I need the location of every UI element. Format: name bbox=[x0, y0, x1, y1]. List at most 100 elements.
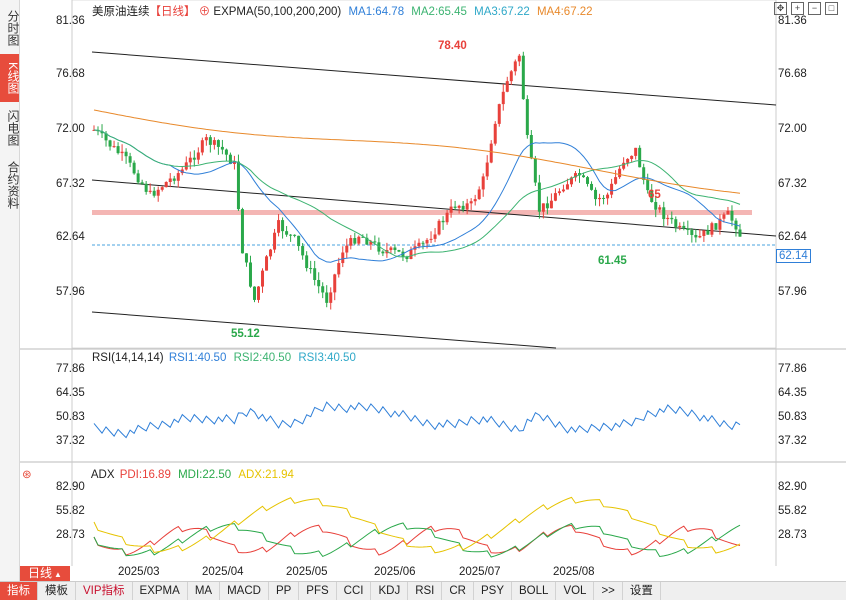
candle-body bbox=[261, 270, 265, 287]
candle-body bbox=[561, 189, 565, 192]
candle-body bbox=[541, 203, 545, 212]
candle-body bbox=[240, 209, 244, 254]
chart-toolbar: ✥ + − □ bbox=[774, 2, 838, 15]
ma-tab[interactable]: MA bbox=[188, 582, 221, 600]
expand-triangle-icon: ▲ bbox=[54, 570, 62, 579]
tab-flash-chart[interactable]: 闪电图 bbox=[6, 110, 20, 146]
candle-body bbox=[297, 235, 301, 247]
candle-body bbox=[642, 167, 646, 180]
candle-body bbox=[521, 55, 525, 100]
candle-body bbox=[565, 184, 569, 190]
rsi1-value: RSI1:40.50 bbox=[168, 352, 227, 364]
y-tick-right: 62.64 bbox=[778, 231, 807, 243]
cci-tab[interactable]: CCI bbox=[337, 582, 372, 600]
pp-tab[interactable]: PP bbox=[269, 582, 300, 600]
y-tick-left: 57.96 bbox=[56, 286, 85, 298]
rsi-tab[interactable]: RSI bbox=[408, 582, 443, 600]
rsi-y-tick: 64.35 bbox=[56, 387, 85, 399]
y-tick-right: 76.68 bbox=[778, 68, 807, 80]
date-label: 2025/03 bbox=[118, 566, 160, 578]
candle-body bbox=[345, 245, 349, 253]
candle-body bbox=[212, 140, 216, 145]
tab-kline[interactable]: K线图 bbox=[0, 54, 20, 102]
vip-indicator-tab[interactable]: VIP指标 bbox=[76, 582, 133, 600]
candle-body bbox=[120, 151, 124, 154]
candle-body bbox=[501, 91, 505, 105]
candle-body bbox=[573, 173, 577, 178]
high-annotation: 78.40 bbox=[438, 40, 467, 52]
y-tick-left: 81.36 bbox=[56, 15, 85, 27]
rsi-y-tick-right: 64.35 bbox=[778, 387, 807, 399]
crosshair-icon[interactable]: ⊛ bbox=[22, 469, 32, 481]
candle-body bbox=[630, 155, 634, 159]
level-annotation: 65 bbox=[648, 189, 661, 201]
candle-body bbox=[200, 140, 204, 153]
candle-body bbox=[204, 137, 208, 141]
candle-body bbox=[305, 255, 309, 269]
rsi-legend: RSI(14,14,14) RSI1:40.50 RSI2:40.50 RSI3… bbox=[92, 352, 356, 364]
current-price-tag: 62.14 bbox=[776, 249, 811, 263]
ma2-value: MA2:65.45 bbox=[411, 6, 467, 18]
candle-body bbox=[333, 274, 337, 293]
candle-body bbox=[433, 234, 437, 239]
zoom-out-icon[interactable]: − bbox=[808, 2, 821, 15]
settings-circle-icon[interactable]: ⊕ bbox=[198, 6, 211, 18]
macd-tab[interactable]: MACD bbox=[220, 582, 269, 600]
kdj-tab[interactable]: KDJ bbox=[371, 582, 409, 600]
boll-tab[interactable]: BOLL bbox=[512, 582, 557, 600]
candle-body bbox=[517, 55, 521, 62]
candle-body bbox=[160, 187, 164, 190]
candle-body bbox=[662, 207, 666, 220]
candle-body bbox=[485, 162, 489, 177]
candle-body bbox=[329, 292, 333, 303]
candle-body bbox=[678, 225, 682, 228]
candle-body bbox=[369, 241, 373, 245]
y-tick-right: 72.00 bbox=[778, 123, 807, 135]
date-axis: 2025/03 2025/04 2025/05 2025/06 2025/07 … bbox=[20, 566, 846, 581]
tab-contract-info[interactable]: 合约资料 bbox=[6, 161, 20, 209]
candle-body bbox=[730, 210, 734, 221]
y-tick-left: 76.68 bbox=[56, 68, 85, 80]
chart-canvas[interactable] bbox=[20, 0, 846, 566]
settings-tab[interactable]: 设置 bbox=[623, 582, 661, 600]
candle-body bbox=[437, 220, 441, 235]
period-button[interactable]: 日线 ▲ bbox=[20, 566, 70, 581]
mdi-value: MDI:22.50 bbox=[178, 469, 232, 481]
cr-tab[interactable]: CR bbox=[442, 582, 474, 600]
tab-timeshare[interactable]: 分时图 bbox=[6, 10, 20, 46]
ma1-value: MA1:64.78 bbox=[348, 6, 405, 18]
move-icon[interactable]: ✥ bbox=[774, 2, 787, 15]
pfs-tab[interactable]: PFS bbox=[299, 582, 337, 600]
y-tick-left: 67.32 bbox=[56, 178, 85, 190]
zoom-in-icon[interactable]: + bbox=[791, 2, 804, 15]
adx-y-tick: 28.73 bbox=[56, 529, 85, 541]
candle-body bbox=[128, 156, 132, 163]
more-tab[interactable]: >> bbox=[594, 582, 623, 600]
adx-value: ADX:21.94 bbox=[238, 469, 294, 481]
candle-body bbox=[124, 151, 128, 157]
candle-body bbox=[489, 143, 493, 163]
template-tab[interactable]: 模板 bbox=[38, 582, 76, 600]
candle-body bbox=[714, 223, 718, 230]
period-tag: 【日线】 bbox=[149, 6, 196, 18]
psy-tab[interactable]: PSY bbox=[474, 582, 513, 600]
candle-body bbox=[104, 133, 108, 141]
pdi-line bbox=[93, 524, 741, 556]
rsi2-value: RSI2:40.50 bbox=[233, 352, 292, 364]
candle-body bbox=[252, 286, 256, 300]
expma-tab[interactable]: EXPMA bbox=[133, 582, 188, 600]
candle-body bbox=[405, 256, 409, 260]
candle-body bbox=[465, 203, 469, 210]
candle-body bbox=[393, 247, 397, 251]
indicator-tab[interactable]: 指标 bbox=[0, 582, 38, 600]
vol-tab[interactable]: VOL bbox=[556, 582, 595, 600]
restore-icon[interactable]: □ bbox=[825, 2, 838, 15]
y-tick-left: 72.00 bbox=[56, 123, 85, 135]
candle-body bbox=[168, 178, 172, 183]
candle-body bbox=[136, 173, 140, 183]
candle-body bbox=[172, 178, 176, 181]
low-annotation: 55.12 bbox=[231, 328, 260, 340]
candle-body bbox=[666, 217, 670, 220]
resistance-band bbox=[92, 210, 752, 215]
chart-area[interactable]: 美原油连续【日线】 ⊕ EXPMA(50,100,200,200) MA1:64… bbox=[20, 0, 846, 566]
